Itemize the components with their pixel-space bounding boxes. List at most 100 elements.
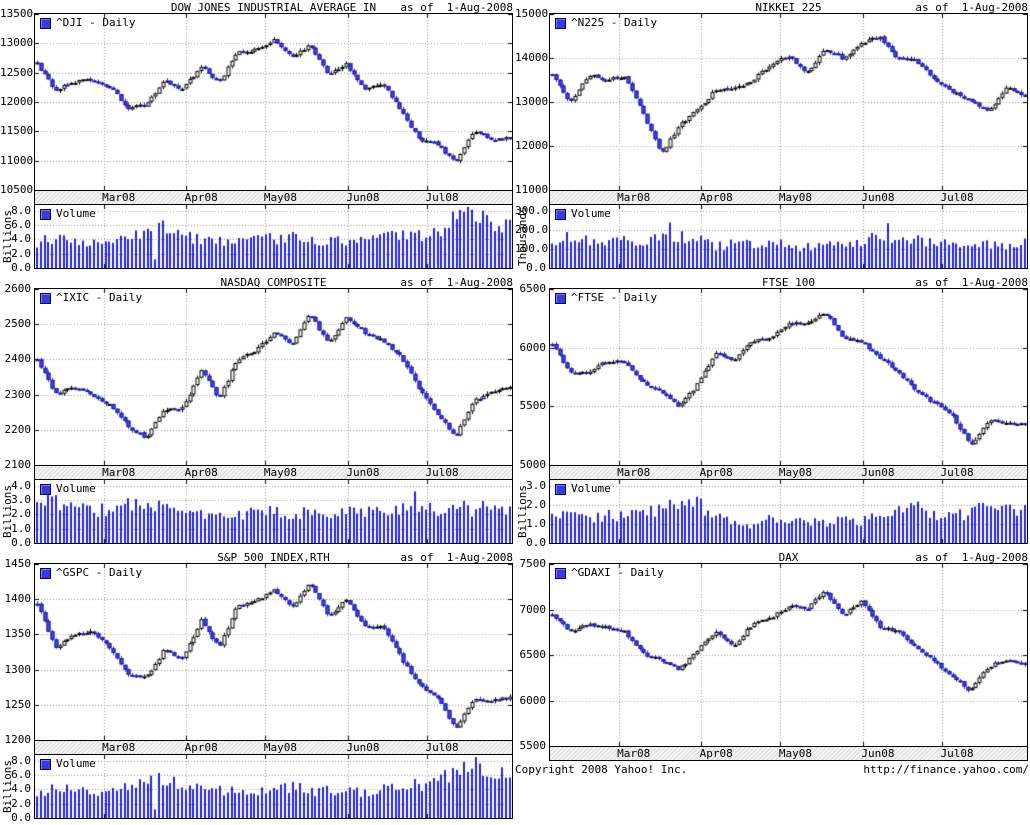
volume-axis-tick-label: 6.0 [11,218,31,232]
series-marker-icon [40,17,51,29]
volume-axis-tick-label: 8.0 [11,753,31,767]
price-axis-tick-label: 6500 [519,648,547,661]
x-axis-month-label: Apr08 [699,466,733,479]
volume-marker-icon [40,758,51,770]
x-axis-month-label: Jun08 [346,741,380,754]
price-axis-tick-label: 11000 [0,153,34,167]
x-axis-band: Mar08 Apr08 May08 Jun08 Jul08 [34,465,513,480]
volume-legend: Volume [40,483,96,495]
x-axis-month-label: May08 [263,191,297,204]
chart-panel-gspc: S&P 500 INDEX,RTH as of 1-Aug-2008 ^GSPC… [0,550,515,825]
series-marker-icon [555,17,566,29]
volume-marker-icon [555,208,566,220]
volume-canvas [550,205,1027,268]
price-axis-tick-label: 13000 [0,36,34,50]
chart-title: NASDAQ COMPOSITE [220,276,327,289]
price-axis-tick-label: 6500 [519,282,547,295]
volume-axis-tick-label: 6.0 [11,768,31,782]
series-legend: ^GSPC - Daily [40,567,142,579]
volume-plot: Volume [549,479,1028,544]
x-axis-month-label: Apr08 [699,191,733,204]
price-axis-tick-label: 5500 [519,739,547,752]
price-axis-tick-label: 7500 [519,557,547,570]
price-axis-tick-label: 10500 [0,183,34,196]
volume-legend-label: Volume [571,482,611,495]
x-axis-month-label: Jun08 [861,747,895,760]
price-axis-tick-label: 2500 [4,317,32,331]
chart-title: DOW JONES INDUSTRIAL AVERAGE IN [170,1,377,14]
series-legend: ^N225 - Daily [555,17,657,29]
x-axis-month-label: Jul08 [425,741,459,754]
volume-axis-tick-label: 2.0 [526,497,546,511]
chart-panel-n225: NIKKEI 225 as of 1-Aug-2008 ^N225 - Dail… [515,0,1030,275]
series-legend-label: ^GDAXI - Daily [571,566,664,579]
price-axis-tick-label: 12500 [0,65,34,79]
price-axis-tick-label: 1400 [4,592,32,606]
x-axis-month-label: Mar08 [617,747,651,760]
price-axis-tick-label: 11500 [0,124,34,138]
price-axis-tick-label: 11000 [515,183,549,196]
volume-plot: Volume [34,479,513,544]
volume-legend: Volume [40,208,96,220]
x-axis-month-label: Jul08 [940,191,974,204]
x-axis-month-label: Mar08 [617,191,651,204]
price-axis-tick-label: 6000 [519,340,547,354]
price-axis-tick-label: 13500 [0,7,34,20]
price-axis-tick-label: 6000 [519,693,547,707]
series-legend-label: ^IXIC - Daily [56,291,143,304]
x-axis-month-label: May08 [778,191,812,204]
volume-plot: Volume [34,754,513,819]
x-axis-month-label: Mar08 [102,191,136,204]
volume-legend-label: Volume [56,207,96,220]
x-axis-month-label: May08 [778,466,812,479]
volume-legend: Volume [40,758,96,770]
chart-panel-ixic: NASDAQ COMPOSITE as of 1-Aug-2008 ^IXIC … [0,275,515,550]
x-axis-month-label: Apr08 [184,191,218,204]
x-axis-month-label: Mar08 [102,741,136,754]
x-axis-band: Mar08 Apr08 May08 Jun08 Jul08 [549,190,1028,205]
price-axis-tick-label: 1200 [4,733,32,746]
volume-axis-tick-label: 8.0 [11,203,31,217]
chart-title: S&P 500 INDEX,RTH [217,551,330,564]
chart-panel-ftse: FTSE 100 as of 1-Aug-2008 ^FTSE - Daily … [515,275,1030,550]
x-axis-month-label: Jun08 [861,191,895,204]
price-plot: ^N225 - Daily [549,13,1028,191]
chart-panel-gdaxi: DAX as of 1-Aug-2008 ^GDAXI - Daily Mar0… [515,550,1030,825]
source-url: http://finance.yahoo.com/ [863,763,1029,776]
price-canvas [550,14,1027,190]
price-plot: ^IXIC - Daily [34,288,513,466]
price-axis-tick-label: 5500 [519,399,547,413]
series-legend-label: ^N225 - Daily [571,16,658,29]
x-axis-month-label: Jul08 [940,466,974,479]
series-legend: ^FTSE - Daily [555,292,657,304]
volume-canvas [550,480,1027,543]
x-axis-month-label: Jul08 [940,747,974,760]
price-canvas [550,289,1027,465]
x-axis-month-label: Jun08 [346,466,380,479]
series-marker-icon [555,567,566,579]
volume-marker-icon [40,208,51,220]
volume-axis-tick-label: 2.0 [11,796,31,810]
price-axis-tick-label: 2600 [4,282,32,295]
volume-axis-tick-label: 3.0 [526,478,546,492]
volume-axis-tick-label: 1.0 [526,516,546,530]
price-axis-tick-label: 5000 [519,458,547,471]
as-of-date: as of 1-Aug-2008 [915,276,1028,289]
volume-axis-tick-label: 2.0 [11,246,31,260]
volume-axis-tick-label: 4.0 [11,782,31,796]
volume-axis-tick-label: 0.0 [11,811,31,824]
price-plot: ^GDAXI - Daily [549,563,1028,747]
as-of-date: as of 1-Aug-2008 [400,276,513,289]
price-axis-tick-label: 15000 [515,7,549,20]
volume-axis-tick-label: 3.0 [11,493,31,507]
x-axis-month-label: Apr08 [184,466,218,479]
volume-axis-tick-label: 1.0 [11,521,31,535]
volume-axis-tick-label: 2.0 [11,507,31,521]
volume-axis-tick-label: 0.0 [526,536,546,549]
chart-footer: Copyright 2008 Yahoo! Inc. http://financ… [515,763,1029,776]
x-axis-band: Mar08 Apr08 May08 Jun08 Jul08 [549,465,1028,480]
series-marker-icon [40,567,51,579]
price-axis-tick-label: 2300 [4,387,32,401]
x-axis-month-label: May08 [263,466,297,479]
as-of-date: as of 1-Aug-2008 [915,551,1028,564]
